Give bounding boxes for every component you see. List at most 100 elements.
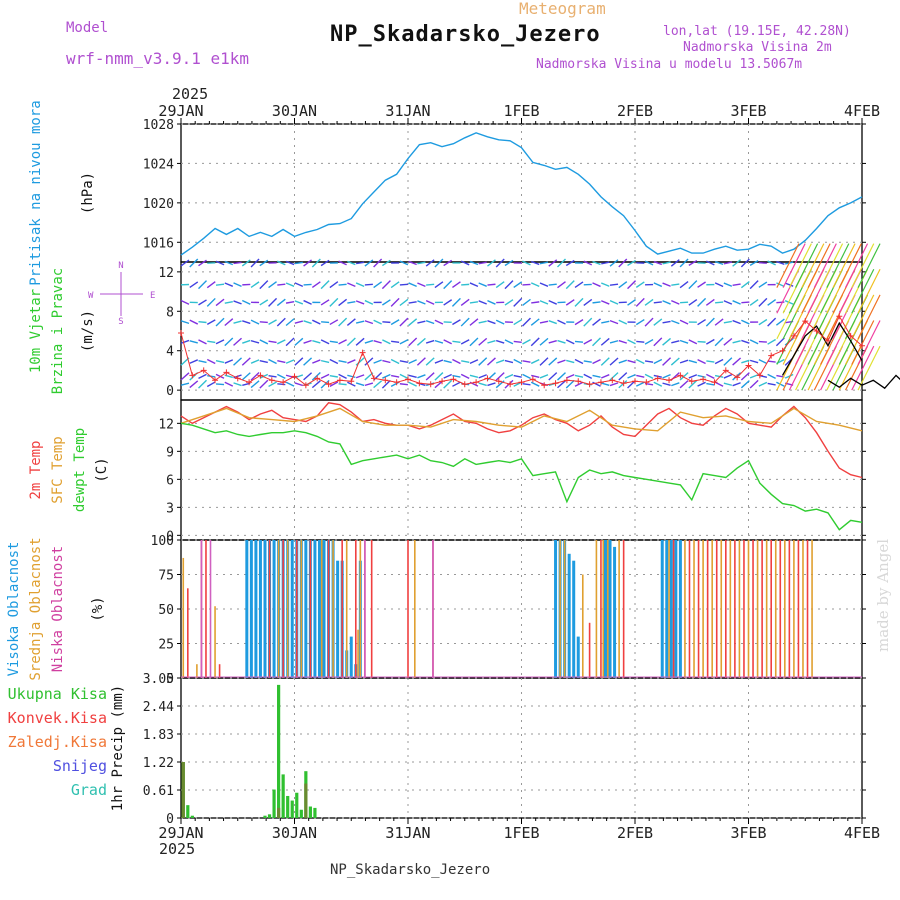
wind-arrow <box>749 379 759 389</box>
wind-arrow <box>679 319 689 325</box>
wind-arrow <box>539 261 549 265</box>
wind-arrow <box>198 360 207 364</box>
wind-arrow-strong <box>795 243 819 288</box>
wind-arrow <box>653 337 663 347</box>
precip-bar <box>308 806 312 818</box>
wind-arrow <box>706 360 715 363</box>
cloud-bar <box>357 629 359 678</box>
wind-arrow <box>671 300 680 305</box>
wind-arrow <box>189 359 199 364</box>
wind-arrow <box>565 280 575 290</box>
wind-arrow <box>268 297 278 307</box>
wind-arrow <box>775 337 785 347</box>
wind-arrow <box>539 320 549 324</box>
wind-arrow <box>513 281 523 289</box>
wind-arrow-strong <box>826 243 850 288</box>
wind-arrow <box>749 374 759 379</box>
wind-arrow <box>758 281 768 288</box>
wind-arrow <box>469 282 479 288</box>
wind-arrow <box>671 319 680 325</box>
wind-arrow <box>417 374 426 379</box>
wind-arrow-strong <box>851 294 875 340</box>
ytick-label: 0 <box>166 529 174 544</box>
wind-arrow <box>452 319 461 326</box>
ytick-label: 1020 <box>143 197 174 212</box>
gust-marker <box>234 375 241 382</box>
wind-arrow <box>469 374 479 378</box>
wind-arrow <box>268 375 277 378</box>
wind-arrow <box>521 317 531 327</box>
cloud-bar <box>788 540 791 678</box>
wind-arrow <box>399 383 408 386</box>
wind-arrow <box>601 300 610 305</box>
wind-arrow <box>233 261 242 265</box>
wind-arrow <box>671 382 680 387</box>
precip-legend-item: Ukupna Kisa <box>8 685 107 703</box>
cloud-bar <box>272 540 276 678</box>
wind-arrow <box>312 319 321 325</box>
wind-arrow <box>609 372 619 381</box>
wind-arrow <box>530 381 540 387</box>
wind-arrow <box>233 282 242 288</box>
cloud-bar <box>756 540 759 678</box>
gust-marker <box>836 313 843 320</box>
wind-arrow <box>390 358 400 365</box>
ytick-label: 0.61 <box>143 784 174 799</box>
wind-arrow <box>522 382 531 386</box>
chart-title: NP_Skadarsko_Jezero <box>330 22 601 47</box>
gust-marker <box>847 332 854 339</box>
wind-arrow <box>425 357 435 366</box>
wind-arrow <box>241 299 251 305</box>
ytick-label: 1028 <box>143 118 174 133</box>
gust-marker <box>359 349 366 356</box>
wind-axis-label-2: Brzina i Pravac <box>50 268 66 394</box>
wind-arrow <box>469 337 479 347</box>
wind-arrow <box>601 320 610 324</box>
wind-arrow <box>312 359 321 364</box>
wind-arrow <box>399 317 409 327</box>
wind-arrow <box>653 301 662 304</box>
wind-arrow <box>495 359 505 364</box>
wind-arrow <box>592 358 601 365</box>
cloud-bar <box>669 540 673 678</box>
wind-arrow <box>425 320 435 325</box>
gust-marker <box>280 379 287 386</box>
wind-arrow <box>198 299 207 306</box>
cloud-bar <box>572 560 576 678</box>
wind-arrow <box>451 297 461 307</box>
wind-arrow <box>601 374 610 379</box>
wind-arrow <box>294 337 304 346</box>
wind-arrow <box>250 258 260 268</box>
wind-arrow <box>469 359 479 365</box>
wind-arrow <box>565 379 575 389</box>
wind-arrow <box>206 381 216 388</box>
wind-arrow <box>356 261 365 265</box>
wind-arrow <box>224 381 234 387</box>
wind-arrow <box>478 357 488 366</box>
wind-arrow <box>522 260 531 266</box>
wind-arrow <box>285 282 295 287</box>
cloud-bar <box>407 540 409 678</box>
gust-marker <box>632 378 638 385</box>
wind-arrow <box>574 381 584 387</box>
time-label-top: 31JAN <box>385 102 430 120</box>
gust-marker <box>756 372 763 379</box>
wind-arrow <box>732 340 741 344</box>
wind-arrow <box>723 300 733 305</box>
wind-arrow <box>732 283 741 286</box>
altitude-label: Nadmorska Visina 2m <box>683 40 832 55</box>
wind-arrow <box>233 320 242 324</box>
wind-arrow <box>250 281 260 289</box>
wind-arrow-strong <box>857 243 881 288</box>
gust-marker <box>291 373 298 380</box>
wind-arrow <box>504 299 514 306</box>
wind-arrow-strong <box>857 320 881 365</box>
wind-arrow <box>662 337 672 346</box>
wind-arrow <box>539 337 549 346</box>
gust-marker <box>666 377 673 384</box>
cloud-bar <box>665 540 669 678</box>
wind-arrow <box>338 283 347 286</box>
wind-arrow <box>224 374 233 379</box>
wind-arrow <box>259 299 269 306</box>
wind-arrow <box>478 261 487 265</box>
